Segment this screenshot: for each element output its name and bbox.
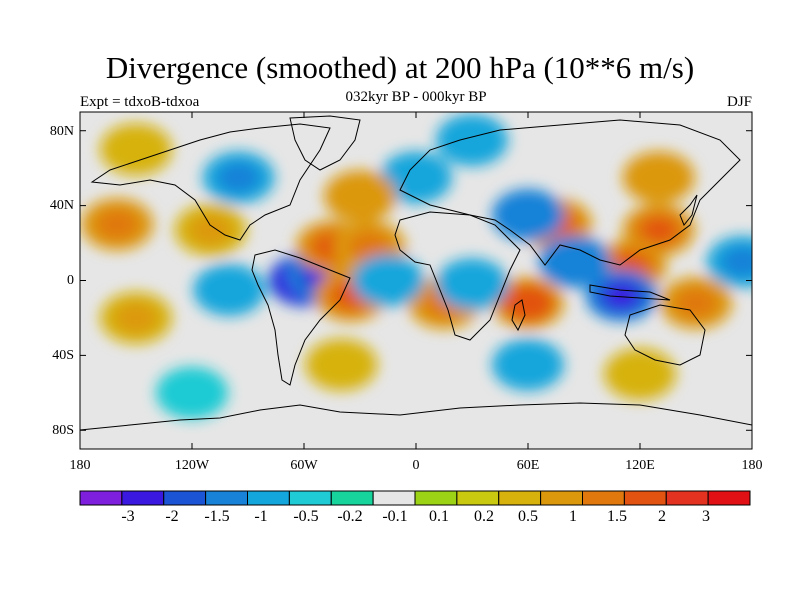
divergence-cell bbox=[156, 366, 228, 419]
coastline-madagascar bbox=[511, 299, 526, 332]
divergence-cell bbox=[115, 302, 157, 333]
coastline-south-america bbox=[251, 249, 351, 386]
colorbar-swatch bbox=[330, 490, 374, 506]
colorbar-swatch bbox=[623, 490, 667, 506]
coastlines bbox=[80, 115, 752, 431]
divergence-cell bbox=[305, 338, 378, 391]
lon-label-180w: 180 bbox=[69, 458, 91, 473]
divergence-cell bbox=[675, 287, 717, 318]
coastline-indonesia bbox=[589, 284, 671, 301]
lon-label-60e: 60E bbox=[516, 458, 540, 473]
lat-label-80n: 80N bbox=[49, 124, 74, 139]
divergence-cell bbox=[324, 170, 396, 223]
lon-label-60w: 60W bbox=[290, 458, 318, 473]
divergence-cell bbox=[436, 258, 508, 311]
colorbar-label: 1.5 bbox=[607, 508, 627, 525]
colorbar-label: 0.1 bbox=[429, 508, 449, 525]
colorbar-swatch bbox=[288, 490, 332, 506]
colorbar-label: -3 bbox=[121, 508, 135, 525]
colorbar-swatch bbox=[665, 490, 709, 506]
divergence-cell bbox=[507, 199, 549, 230]
divergence-cell bbox=[348, 231, 391, 262]
colorbar-label: -1 bbox=[254, 508, 268, 525]
colorbar-swatch bbox=[540, 490, 583, 506]
divergence-cell bbox=[642, 218, 675, 242]
colorbar bbox=[79, 490, 751, 506]
divergence-cell bbox=[436, 114, 508, 167]
divergence-cell bbox=[217, 162, 260, 193]
divergence-cell bbox=[492, 338, 564, 391]
colorbar-label: -0.5 bbox=[293, 508, 319, 525]
colorbar-label: 0.2 bbox=[474, 508, 494, 525]
chart-subtitle: 032kyr BP - 000kyr BP bbox=[345, 89, 487, 105]
colorbar-swatch bbox=[707, 490, 751, 506]
divergence-cell bbox=[553, 246, 596, 277]
divergence-cell bbox=[189, 214, 232, 245]
divergence-cell bbox=[352, 254, 424, 307]
colorbar-label: 3 bbox=[702, 508, 710, 525]
colorbar-label: 2 bbox=[658, 508, 666, 525]
divergence-cell bbox=[193, 263, 266, 316]
lon-label-0: 0 bbox=[412, 458, 420, 473]
divergence-cell bbox=[96, 209, 139, 240]
colorbar-label: 0.5 bbox=[518, 508, 538, 525]
divergence-cell bbox=[721, 246, 752, 277]
divergence-cell bbox=[512, 291, 544, 315]
coastline-north-america bbox=[90, 123, 331, 241]
lat-label-40n: 40N bbox=[49, 198, 74, 213]
colorbar-swatch bbox=[414, 490, 458, 506]
colorbar-label: -0.2 bbox=[337, 508, 363, 525]
colorbar-swatch bbox=[456, 490, 500, 506]
experiment-label: Expt = tdxoB-tdxoa bbox=[80, 94, 200, 110]
lat-label-0: 0 bbox=[67, 273, 74, 288]
colorbar-label: -0.1 bbox=[382, 508, 408, 525]
chart-title: Divergence (smoothed) at 200 hPa (10**6 … bbox=[105, 50, 695, 85]
colorbar-swatch bbox=[372, 490, 416, 506]
divergence-cell bbox=[380, 151, 452, 204]
colorbar-label: 1 bbox=[569, 508, 577, 525]
coastline-greenland bbox=[289, 115, 361, 171]
lon-label-180e: 180 bbox=[741, 458, 763, 473]
colorbar-swatch bbox=[247, 490, 290, 506]
colorbar-label: -1.5 bbox=[204, 508, 230, 525]
lon-label-120w: 120W bbox=[174, 458, 210, 473]
lon-label-120e: 120E bbox=[625, 458, 655, 473]
colorbar-swatch bbox=[163, 490, 207, 506]
axis-ticks bbox=[79, 112, 753, 449]
colorbar-swatch bbox=[498, 490, 542, 506]
coastline-africa bbox=[394, 211, 521, 341]
divergence-cell bbox=[622, 151, 695, 204]
coastline-eurasia bbox=[399, 119, 741, 266]
divergence-cell bbox=[605, 284, 638, 307]
divergence-cell bbox=[604, 348, 676, 401]
colorbar-swatch bbox=[582, 490, 625, 506]
lat-label-80s: 80S bbox=[52, 423, 74, 438]
lat-label-40s: 40S bbox=[52, 348, 74, 363]
colorbar-swatch bbox=[79, 490, 123, 506]
colorbar-label: -2 bbox=[165, 508, 179, 525]
coastline-japan bbox=[679, 194, 698, 226]
season-label: DJF bbox=[726, 94, 752, 110]
coastline-antarctica bbox=[80, 402, 752, 431]
colorbar-swatch bbox=[205, 490, 248, 506]
coastline-australia bbox=[624, 304, 706, 366]
colorbar-swatch bbox=[121, 490, 165, 506]
divergence-cell bbox=[100, 123, 172, 176]
